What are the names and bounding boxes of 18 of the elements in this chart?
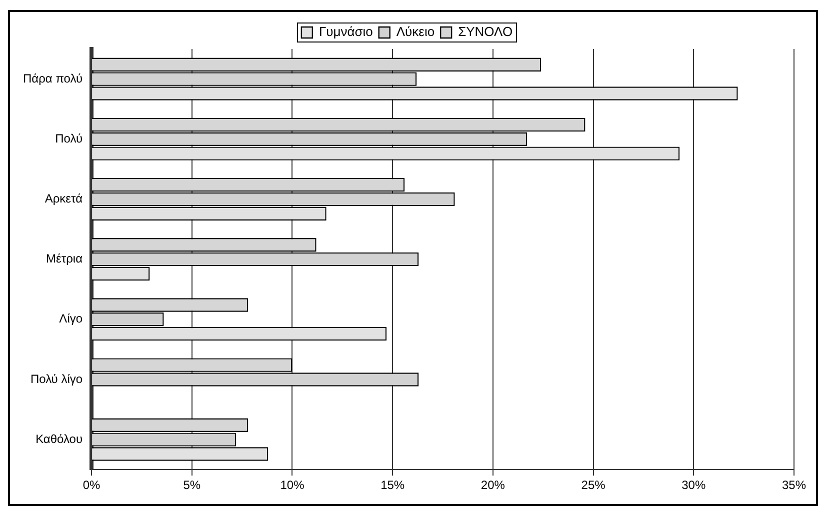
y-tick-label: Πάρα πολύ: [23, 71, 83, 86]
legend-label: ΣΥΝΟΛΟ: [458, 24, 513, 40]
x-tick-label: 25%: [581, 478, 606, 492]
y-tick-label: Πολύ λίγο: [30, 372, 83, 386]
x-tick-label: 10%: [280, 478, 305, 492]
x-tick-label: 35%: [782, 478, 806, 492]
x-tick-label: 15%: [380, 478, 405, 492]
legend-label: Λύκειο: [396, 24, 435, 40]
x-tick-label: 30%: [682, 478, 706, 492]
y-tick-label: Πολύ: [55, 131, 83, 146]
y-tick-label: Καθόλου: [36, 432, 83, 446]
y-tick-label: Αρκετά: [44, 192, 83, 206]
x-tick-label: 0%: [82, 478, 101, 492]
x-tick-label: 5%: [183, 478, 201, 492]
y-tick-label: Λίγο: [59, 312, 83, 326]
legend-label: Γυμνάσιο: [318, 24, 373, 40]
x-tick-label: 20%: [480, 478, 506, 492]
y-tick-label: Μέτρια: [46, 252, 83, 266]
